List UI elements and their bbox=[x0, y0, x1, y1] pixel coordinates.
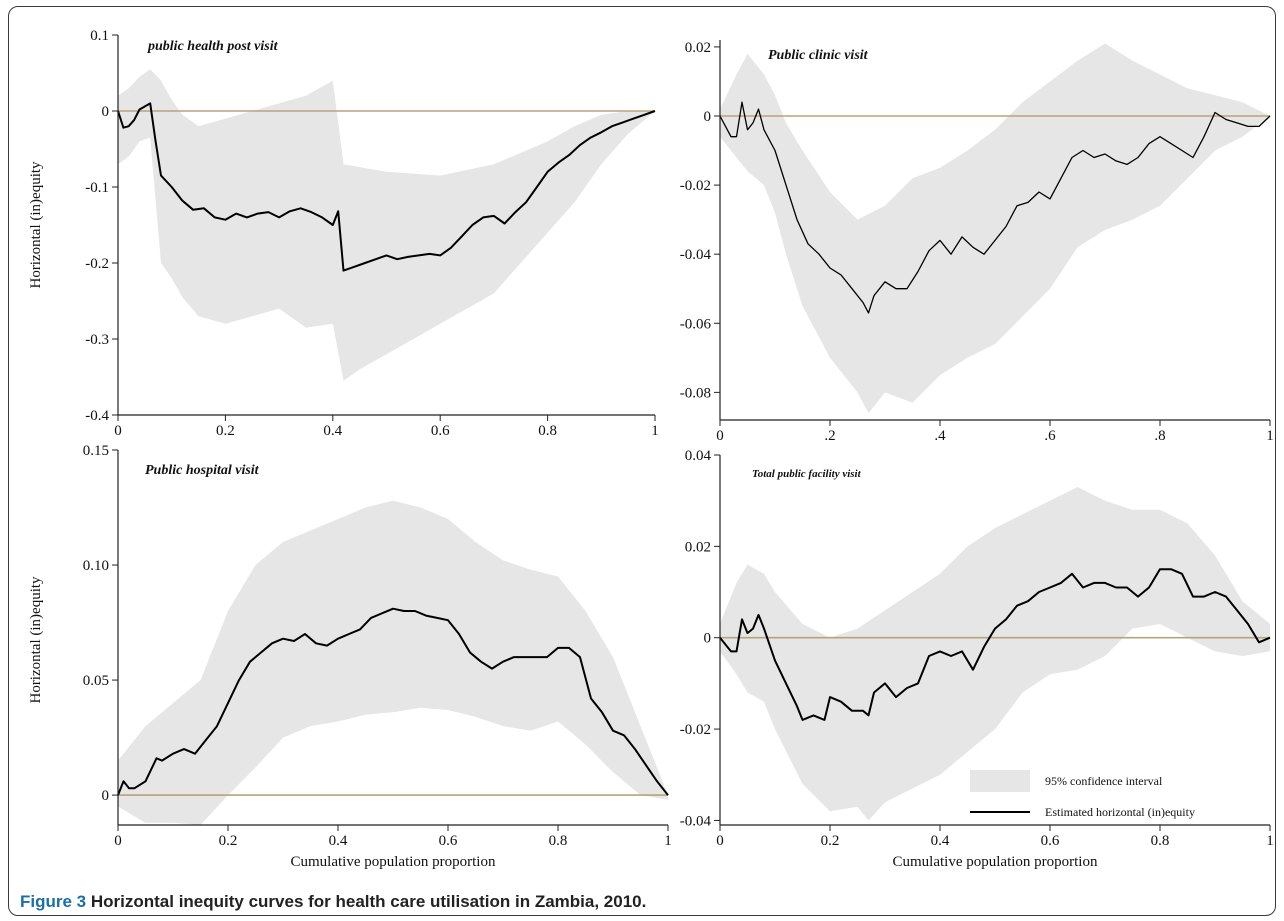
y-tick-label: -0.2 bbox=[85, 256, 109, 272]
x-tick-label: .8 bbox=[1154, 428, 1165, 444]
x-tick-label: 1 bbox=[651, 423, 659, 439]
caption-label: Figure 3 bbox=[20, 892, 87, 911]
y-tick-label: 0 bbox=[704, 109, 712, 125]
y-tick-label: 0.05 bbox=[83, 673, 109, 689]
x-tick-label: 0 bbox=[114, 833, 122, 849]
legend-band-label: 95% confidence interval bbox=[1045, 774, 1163, 788]
x-axis-title: Cumulative population proportion bbox=[291, 854, 496, 870]
x-tick-label: 0 bbox=[716, 428, 724, 444]
x-tick-label: 1 bbox=[1266, 833, 1274, 849]
y-tick-label: -0.08 bbox=[680, 385, 711, 401]
legend-line-label: Estimated horizontal (in)equity bbox=[1045, 805, 1195, 819]
confidence-band bbox=[720, 43, 1270, 414]
x-tick-label: 0.8 bbox=[538, 423, 557, 439]
chart-panel-4: 0 0.2 0.4 0.6 0.8 1 -0.04 -0.02 0 0.02 0.04 Total p… bbox=[680, 448, 1274, 870]
y-tick-label: 0 bbox=[102, 104, 110, 120]
x-tick-label: 0 bbox=[114, 423, 122, 439]
legend: 95% confidence interval Estimated horizon… bbox=[970, 770, 1195, 819]
y-tick-label: -0.04 bbox=[680, 247, 712, 263]
x-tick-label: 0.6 bbox=[431, 423, 450, 439]
x-tick-label: 0.8 bbox=[1151, 833, 1170, 849]
x-tick-label: 0.8 bbox=[549, 833, 568, 849]
y-tick-label: 0.1 bbox=[90, 28, 109, 44]
figure-frame bbox=[8, 6, 1276, 916]
y-tick-label: -0.3 bbox=[85, 332, 109, 348]
estimate-line bbox=[719, 101, 1271, 314]
y-tick-label: 0.15 bbox=[83, 443, 109, 459]
estimate-line bbox=[719, 568, 1271, 721]
x-tick-label: .4 bbox=[934, 428, 946, 444]
y-axis-title: Horizontal (in)equity bbox=[28, 161, 44, 289]
y-tick-label: -0.02 bbox=[680, 722, 711, 738]
x-axis-title: Cumulative population proportion bbox=[893, 854, 1098, 870]
x-tick-label: 0.2 bbox=[216, 423, 235, 439]
y-tick-label: -0.06 bbox=[680, 316, 712, 332]
panel-title: public health post visit bbox=[147, 39, 279, 54]
x-tick-label: 0.6 bbox=[439, 833, 458, 849]
x-tick-label: 1 bbox=[664, 833, 672, 849]
confidence-band bbox=[720, 487, 1270, 821]
confidence-band bbox=[118, 69, 655, 381]
y-tick-label: -0.04 bbox=[680, 813, 712, 829]
figure-caption: Figure 3 Horizontal inequity curves for … bbox=[20, 892, 646, 912]
y-tick-label: -0.4 bbox=[85, 408, 109, 424]
y-tick-label: 0 bbox=[102, 788, 110, 804]
y-tick-label: 0.04 bbox=[685, 448, 712, 464]
x-tick-label: 0.6 bbox=[1041, 833, 1060, 849]
confidence-band bbox=[118, 500, 668, 825]
chart-panel-2: 0 .2 .4 .6 .8 1 -0.08 -0.06 -0.04 -0.02 0 0.02 Publi… bbox=[680, 40, 1274, 444]
y-axis-title: Horizontal (in)equity bbox=[28, 576, 44, 704]
y-tick-label: 0 bbox=[704, 631, 712, 647]
panel-title: Total public facility visit bbox=[752, 468, 862, 480]
chart-panel-3: 0 0.2 0.4 0.6 0.8 1 0 0.05 0.10 0.15 Public hospit… bbox=[28, 443, 672, 870]
y-tick-label: 0.02 bbox=[685, 539, 711, 555]
panel-title: Public hospital visit bbox=[145, 463, 260, 478]
panel-title: Public clinic visit bbox=[768, 48, 869, 63]
x-tick-label: 0.4 bbox=[323, 423, 342, 439]
estimate-line bbox=[117, 102, 656, 272]
y-tick-label: 0.10 bbox=[83, 558, 109, 574]
x-tick-label: .2 bbox=[824, 428, 835, 444]
x-tick-label: 1 bbox=[1266, 428, 1274, 444]
legend-band-swatch bbox=[970, 770, 1030, 792]
x-tick-label: 0.4 bbox=[329, 833, 348, 849]
x-tick-label: 0.4 bbox=[931, 833, 950, 849]
y-tick-label: -0.02 bbox=[680, 178, 711, 194]
y-tick-label: 0.02 bbox=[685, 40, 711, 56]
y-tick-label: -0.1 bbox=[85, 180, 109, 196]
chart-panel-1: 0 0.2 0.4 0.6 0.8 1 -0.4 -0.3 -0.2 -0.1 0 0.1 public… bbox=[28, 28, 659, 439]
caption-text: Horizontal inequity curves for health ca… bbox=[90, 892, 647, 911]
x-tick-label: 0 bbox=[716, 833, 724, 849]
estimate-line bbox=[117, 607, 669, 796]
x-tick-label: .6 bbox=[1044, 428, 1056, 444]
x-tick-label: 0.2 bbox=[821, 833, 840, 849]
x-tick-label: 0.2 bbox=[219, 833, 238, 849]
